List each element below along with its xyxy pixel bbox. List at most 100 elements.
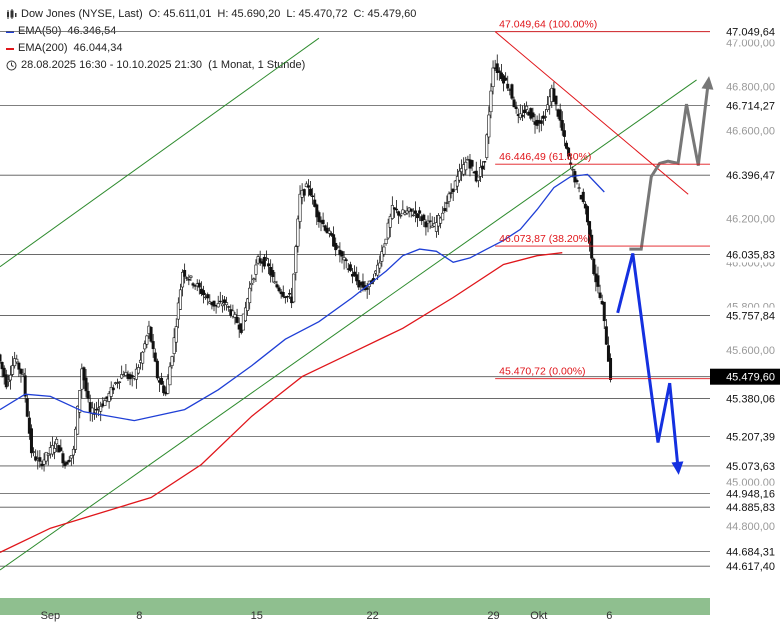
candle-body (567, 147, 571, 157)
candle-body (395, 208, 399, 211)
legend-open-label: O: (148, 8, 161, 20)
candle-body (191, 283, 195, 286)
candle-body (365, 287, 369, 290)
candle-body (495, 63, 499, 74)
candle-body (332, 234, 336, 247)
candle-body (258, 258, 262, 263)
candle-body (390, 205, 394, 219)
y-tick-label: 46.600,00 (726, 125, 775, 137)
candle-body (313, 199, 317, 207)
candle-body (55, 438, 59, 445)
candle-body (504, 77, 508, 81)
level-label: 45.479,60 (726, 372, 775, 384)
legend-ema200-row: EMA(200) 46.044,34 (6, 40, 416, 57)
forecast-arrow-blue (616, 253, 680, 470)
candle-body (487, 114, 491, 138)
candle-body (181, 271, 185, 288)
candle-body (69, 455, 73, 459)
x-tick-label: 8 (136, 610, 142, 622)
level-label-bg (710, 499, 780, 516)
candle-body (267, 263, 271, 267)
legend-close: 45.479,60 (367, 8, 417, 20)
level-label: 45.073,63 (726, 461, 775, 473)
candle-body (141, 351, 145, 364)
fib-label: 45.470,72 (0.00%) (499, 366, 585, 378)
candle-body (311, 195, 315, 198)
candle-body (413, 210, 417, 214)
candle-body (560, 120, 564, 131)
candle-body (418, 210, 422, 214)
candle-body (233, 314, 237, 318)
candle-body (172, 337, 176, 354)
candle-body (428, 220, 432, 222)
candle-body (281, 292, 285, 297)
legend-range: 28.08.2025 16:30 - 10.10.2025 21:30 (21, 59, 203, 71)
candle-body (2, 367, 6, 378)
candle-body (40, 463, 44, 467)
candle-body (512, 99, 516, 108)
candle-body (76, 405, 80, 435)
legend-interval: (1 Monat, 1 Stunde) (208, 59, 306, 71)
candle-body (464, 161, 468, 171)
candle-body (552, 88, 556, 102)
level-label-bg (710, 97, 780, 114)
candle-body (546, 104, 550, 111)
legend-high: 45.690,20 (231, 8, 281, 20)
candle-body (42, 459, 46, 465)
candle-body (439, 217, 443, 224)
candle-body (604, 326, 608, 345)
candle-body (88, 402, 92, 413)
candle-body (8, 374, 12, 381)
candle-body (84, 377, 88, 392)
candle-body (577, 187, 581, 189)
candle-body (445, 202, 449, 204)
candle-body (82, 367, 86, 381)
candle-body (491, 67, 495, 87)
candle-body (592, 258, 596, 275)
candle-body (222, 299, 226, 303)
candle-body (382, 246, 386, 255)
legend-high-label: H: (217, 8, 229, 20)
candle-body (275, 284, 279, 288)
candle-body (424, 221, 428, 228)
candle-body (197, 282, 201, 288)
candle-body (544, 116, 548, 118)
legend-title: Dow Jones (NYSE, Last) (21, 8, 143, 20)
legend-ohlc-row: Dow Jones (NYSE, Last) O: 45.611,01 H: 4… (6, 6, 416, 23)
candle-body (342, 257, 346, 261)
candle-body (583, 203, 587, 209)
legend-ema50-label: EMA(50) (18, 25, 62, 37)
candle-body (218, 300, 222, 303)
level-label: 47.049,64 (726, 27, 775, 39)
candle-body (575, 180, 579, 183)
candle-body (23, 375, 27, 397)
ema200-line (0, 252, 563, 553)
candle-body (388, 216, 392, 228)
candle-body (189, 275, 193, 278)
candle-body (115, 382, 119, 384)
candle-body (225, 302, 229, 306)
candle-body (554, 95, 558, 105)
level-label: 46.396,47 (726, 170, 775, 182)
candle-body (107, 393, 111, 402)
candle-body (216, 303, 220, 308)
candle-body (53, 448, 57, 453)
candle-body (562, 130, 566, 137)
candle-body (325, 227, 329, 234)
candle-body (162, 385, 166, 394)
candle-body (426, 220, 430, 224)
candle-body (525, 105, 529, 110)
channel-line-upper (0, 37, 320, 268)
candle-body (285, 295, 289, 298)
candle-body (151, 341, 155, 350)
candle-body (457, 170, 461, 181)
candle-body (202, 290, 206, 296)
candle-body (6, 379, 10, 382)
candle-body (155, 360, 159, 379)
candle-body (0, 354, 2, 362)
candle-body (606, 345, 610, 362)
candle-body (581, 191, 585, 203)
candle-body (262, 256, 266, 267)
candle-body (353, 271, 357, 276)
